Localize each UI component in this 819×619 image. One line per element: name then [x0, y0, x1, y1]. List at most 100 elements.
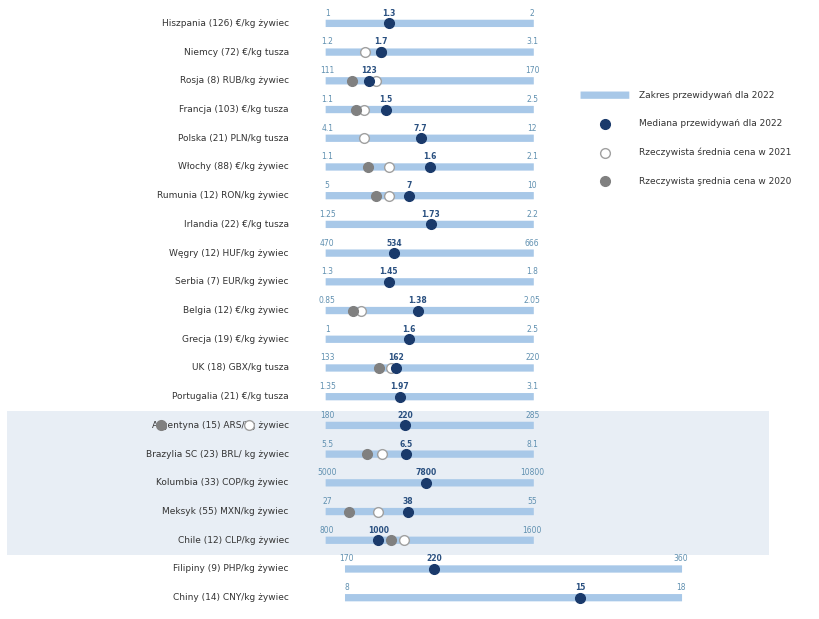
Text: 55: 55 [527, 497, 536, 506]
Text: 3.1: 3.1 [526, 38, 537, 46]
FancyBboxPatch shape [325, 278, 533, 285]
Text: 15: 15 [574, 583, 585, 592]
Text: 2.5: 2.5 [526, 324, 537, 334]
Text: Chile (12) CLP/kg żywiec: Chile (12) CLP/kg żywiec [178, 536, 288, 545]
Text: 2.5: 2.5 [526, 95, 537, 104]
FancyBboxPatch shape [325, 393, 533, 400]
FancyBboxPatch shape [325, 479, 533, 487]
Text: Brazylia SC (23) BRL/ kg żywiec: Brazylia SC (23) BRL/ kg żywiec [146, 449, 288, 459]
FancyBboxPatch shape [325, 106, 533, 113]
Text: 1.1: 1.1 [321, 152, 333, 162]
Text: 534: 534 [386, 238, 401, 248]
Text: 38: 38 [402, 497, 413, 506]
Text: Rumunia (12) RON/kg żywiec: Rumunia (12) RON/kg żywiec [157, 191, 288, 200]
Text: 27: 27 [322, 497, 332, 506]
Text: Filipiny (9) PHP/kg żywiec: Filipiny (9) PHP/kg żywiec [173, 565, 288, 573]
Text: 8.1: 8.1 [526, 439, 537, 449]
Text: Grecja (19) €/kg żywiec: Grecja (19) €/kg żywiec [182, 335, 288, 344]
Text: Włochy (88) €/kg żywiec: Włochy (88) €/kg żywiec [178, 162, 288, 171]
Text: 1: 1 [324, 9, 329, 18]
FancyBboxPatch shape [325, 77, 533, 84]
Text: 2.2: 2.2 [526, 210, 537, 219]
FancyBboxPatch shape [325, 48, 533, 56]
Text: 220: 220 [397, 411, 413, 420]
Text: 18: 18 [675, 583, 685, 592]
Text: 1.3: 1.3 [382, 9, 395, 18]
Text: 1.6: 1.6 [402, 324, 415, 334]
Text: 170: 170 [339, 555, 353, 563]
FancyBboxPatch shape [325, 451, 533, 458]
FancyBboxPatch shape [325, 537, 533, 544]
Text: Polska (21) PLN/kg tusza: Polska (21) PLN/kg tusza [178, 134, 288, 143]
Text: 133: 133 [319, 353, 334, 362]
Text: 1.2: 1.2 [321, 38, 333, 46]
Text: 1.73: 1.73 [421, 210, 440, 219]
Text: 220: 220 [426, 555, 441, 563]
Text: Chiny (14) CNY/kg żywiec: Chiny (14) CNY/kg żywiec [173, 593, 288, 602]
Text: 5: 5 [324, 181, 329, 190]
Text: 5000: 5000 [317, 468, 337, 477]
Text: 1.35: 1.35 [319, 382, 335, 391]
Text: 180: 180 [319, 411, 334, 420]
Text: 2.1: 2.1 [526, 152, 537, 162]
Text: 1.6: 1.6 [423, 152, 436, 162]
Text: Mediana przewidywań dla 2022: Mediana przewidywań dla 2022 [639, 119, 781, 128]
Text: 7.7: 7.7 [414, 124, 427, 132]
Text: 800: 800 [319, 526, 334, 535]
Text: 1.38: 1.38 [408, 296, 427, 305]
Text: 12: 12 [527, 124, 536, 132]
Text: UK (18) GBX/kg tusza: UK (18) GBX/kg tusza [192, 363, 288, 373]
Text: 111: 111 [319, 66, 334, 76]
FancyBboxPatch shape [345, 594, 681, 601]
FancyBboxPatch shape [325, 134, 533, 142]
Text: 7800: 7800 [415, 468, 437, 477]
FancyBboxPatch shape [325, 192, 533, 199]
Text: Rzeczywista średnia cena w 2021: Rzeczywista średnia cena w 2021 [639, 148, 790, 157]
Text: 4.1: 4.1 [321, 124, 333, 132]
Text: Rzeczywista şrednia cena w 2020: Rzeczywista şrednia cena w 2020 [639, 177, 790, 186]
Text: 123: 123 [360, 66, 376, 76]
Text: Francja (103) €/kg tusza: Francja (103) €/kg tusza [179, 105, 288, 114]
FancyBboxPatch shape [325, 307, 533, 314]
Text: 470: 470 [319, 238, 334, 248]
FancyBboxPatch shape [580, 92, 628, 99]
Text: 2.05: 2.05 [523, 296, 540, 305]
Text: Argentyna (15) ARS/kg żywiec: Argentyna (15) ARS/kg żywiec [152, 421, 288, 430]
Text: 162: 162 [387, 353, 403, 362]
Text: Portugalia (21) €/kg tusza: Portugalia (21) €/kg tusza [172, 392, 288, 401]
Text: 170: 170 [524, 66, 539, 76]
FancyBboxPatch shape [325, 221, 533, 228]
FancyBboxPatch shape [325, 422, 533, 429]
Text: 1.7: 1.7 [374, 38, 387, 46]
Text: 7: 7 [406, 181, 411, 190]
Text: 1.97: 1.97 [390, 382, 409, 391]
Text: Belgia (12) €/kg żywiec: Belgia (12) €/kg żywiec [183, 306, 288, 315]
Text: Węgry (12) HUF/kg żywiec: Węgry (12) HUF/kg żywiec [169, 249, 288, 258]
Text: 1.8: 1.8 [526, 267, 537, 276]
FancyBboxPatch shape [325, 335, 533, 343]
Text: 1: 1 [324, 324, 329, 334]
Text: 1.25: 1.25 [319, 210, 335, 219]
FancyBboxPatch shape [325, 249, 533, 257]
Text: 8: 8 [344, 583, 348, 592]
Text: Rosja (8) RUB/kg żywiec: Rosja (8) RUB/kg żywiec [179, 76, 288, 85]
Text: 1.45: 1.45 [379, 267, 397, 276]
FancyBboxPatch shape [325, 508, 533, 515]
Text: Zakres przewidywań dla 2022: Zakres przewidywań dla 2022 [639, 90, 774, 100]
Text: Kolumbia (33) COP/kg żywiec: Kolumbia (33) COP/kg żywiec [156, 478, 288, 487]
FancyBboxPatch shape [325, 365, 533, 371]
Text: 3.1: 3.1 [526, 382, 537, 391]
Text: Meksyk (55) MXN/kg żywiec: Meksyk (55) MXN/kg żywiec [162, 507, 288, 516]
Text: 1000: 1000 [368, 526, 388, 535]
Text: 10800: 10800 [519, 468, 544, 477]
Text: Niemcy (72) €/kg tusza: Niemcy (72) €/kg tusza [183, 48, 288, 56]
Text: 666: 666 [524, 238, 539, 248]
Text: 1.5: 1.5 [378, 95, 392, 104]
FancyBboxPatch shape [325, 20, 533, 27]
Text: Irlandia (22) €/kg tusza: Irlandia (22) €/kg tusza [183, 220, 288, 229]
Text: 1.3: 1.3 [321, 267, 333, 276]
Bar [7, 411, 767, 555]
Text: 220: 220 [524, 353, 539, 362]
Text: 0.85: 0.85 [319, 296, 335, 305]
Text: 5.5: 5.5 [321, 439, 333, 449]
